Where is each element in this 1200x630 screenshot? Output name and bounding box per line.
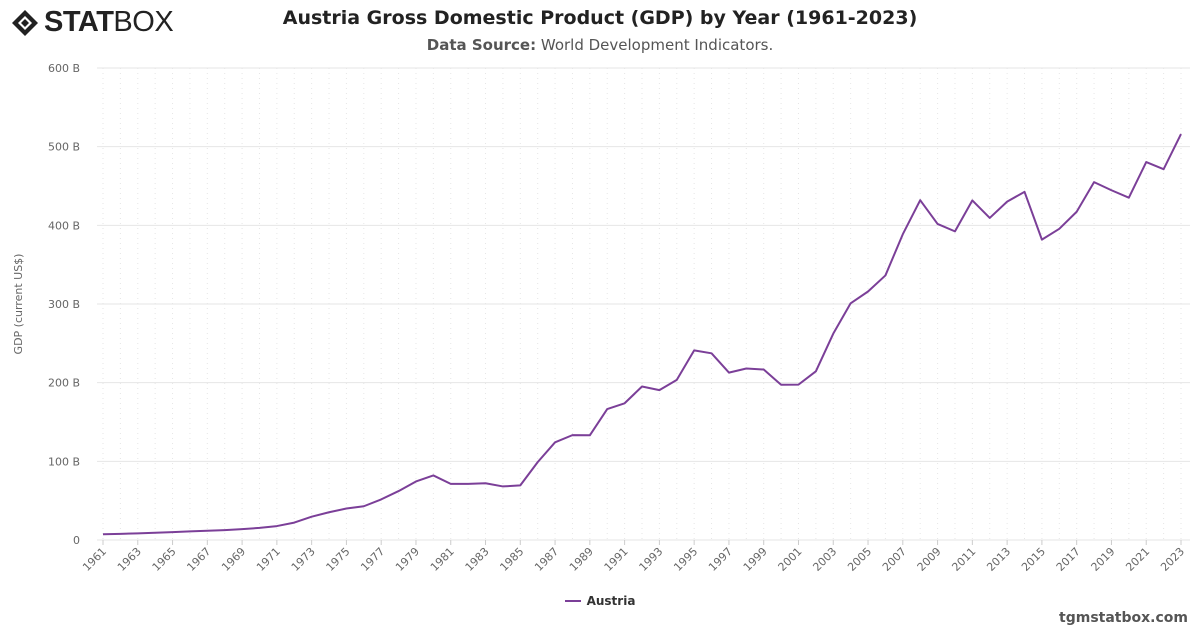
x-tick-label: 1971 (254, 545, 283, 574)
x-tick-label: 1973 (289, 545, 318, 574)
logo-text: STATBOX (44, 6, 174, 38)
x-tick-label: 2007 (880, 545, 909, 574)
x-tick-label: 1987 (532, 545, 561, 574)
series-line-austria (102, 133, 1182, 536)
x-tick-label: 1965 (150, 545, 179, 574)
statbox-logo[interactable]: STATBOX (10, 6, 174, 39)
footer-site[interactable]: tgmstatbox.com (1059, 610, 1188, 626)
x-tick-label: 1999 (741, 545, 770, 574)
x-tick-label: 1969 (219, 545, 248, 574)
x-tick-label: 2017 (1054, 545, 1083, 574)
x-tick-label: 1961 (80, 545, 109, 574)
x-tick-label: 2023 (1158, 545, 1187, 574)
x-tick-label: 1991 (602, 545, 631, 574)
diamond-logo-icon (12, 9, 38, 36)
x-tick-label: 1995 (671, 545, 700, 574)
y-axis-title: GDP (current US$) (12, 254, 25, 355)
chart-title: Austria Gross Domestic Product (GDP) by … (282, 7, 918, 29)
x-tick-label: 2009 (915, 545, 944, 574)
x-tick-label: 1977 (358, 545, 387, 574)
y-tick-label: 100 B (48, 455, 80, 468)
x-tick-label: 2015 (1019, 545, 1048, 574)
y-tick-label: 300 B (48, 298, 80, 311)
legend-swatch (564, 600, 581, 602)
x-tick-label: 2021 (1123, 545, 1152, 574)
legend-label: Austria (586, 594, 636, 608)
x-tick-label: 2001 (776, 545, 805, 574)
x-tick-label: 2005 (845, 545, 874, 574)
x-tick-label: 1975 (324, 545, 353, 574)
x-tick-label: 1989 (567, 545, 596, 574)
y-tick-label: 200 B (48, 377, 80, 390)
x-tick-label: 1963 (115, 545, 144, 574)
x-tick-label: 1967 (184, 545, 213, 574)
x-tick-label: 1997 (706, 545, 735, 574)
x-tick-label: 1985 (497, 545, 526, 574)
x-tick-label: 1979 (393, 545, 422, 574)
x-tick-label: 2003 (810, 545, 839, 574)
y-tick-label: 500 B (48, 141, 80, 154)
x-tick-label: 1993 (637, 545, 666, 574)
chart-subtitle: Data Source: World Development Indicator… (426, 36, 774, 54)
y-tick-label: 400 B (48, 219, 80, 232)
x-tick-label: 2019 (1089, 545, 1118, 574)
x-tick-label: 1981 (428, 545, 457, 574)
y-tick-label: 0 (73, 534, 80, 547)
y-tick-label: 600 B (48, 62, 80, 75)
legend[interactable]: Austria (0, 594, 1200, 608)
x-tick-label: 2011 (949, 545, 978, 574)
x-tick-label: 1983 (463, 545, 492, 574)
x-tick-label: 2013 (984, 545, 1013, 574)
